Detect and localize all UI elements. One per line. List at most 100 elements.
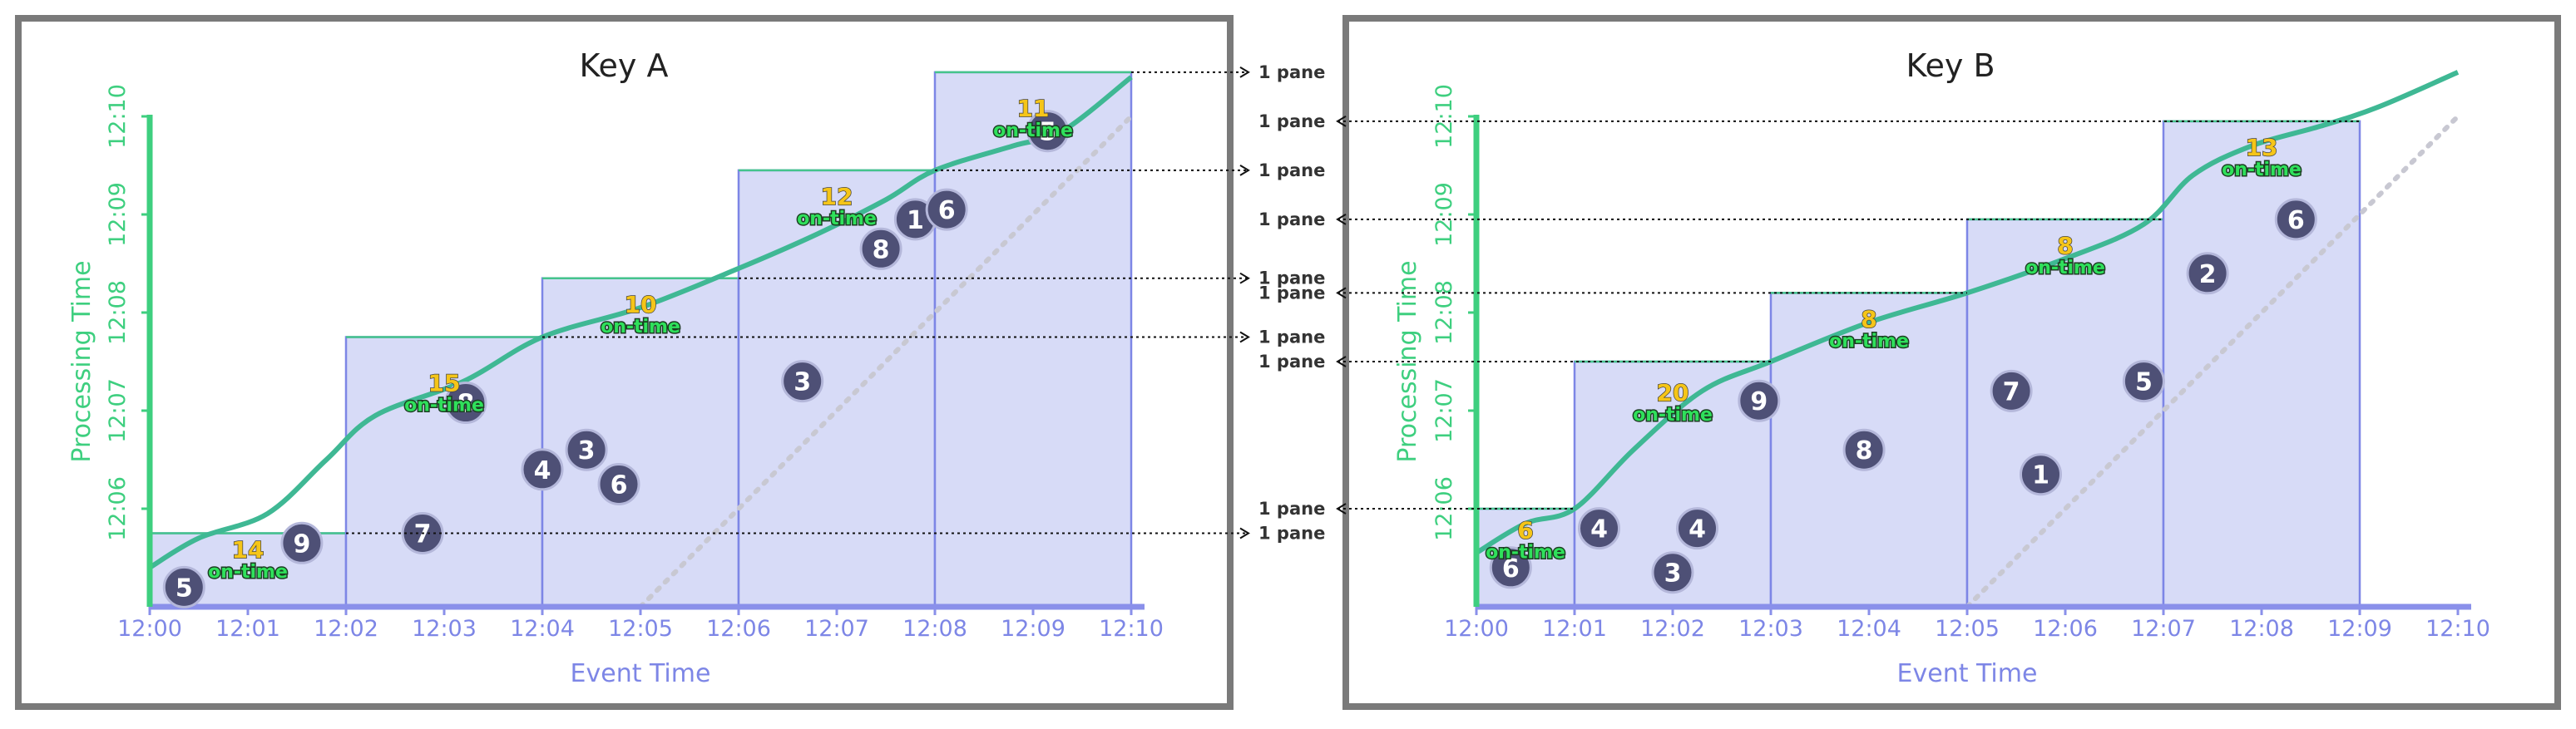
data-point: 1 <box>893 198 937 241</box>
data-point-label: 2 <box>2199 260 2217 289</box>
window-rect <box>933 71 1133 608</box>
data-point: 4 <box>1578 507 1620 550</box>
pane-count: 14 <box>232 536 265 564</box>
data-point: 5 <box>162 565 205 608</box>
x-tick-label: 12:06 <box>706 616 771 642</box>
data-point: 5 <box>1026 110 1070 153</box>
panel-key-b: Key B 12:00 12:01 12:02 12:03 12:04 12:05 12:0… <box>1342 15 2561 710</box>
data-point: 2 <box>2186 252 2229 295</box>
pane-emission: 1 pane <box>739 268 1325 288</box>
pane-emission: 1 pane <box>542 328 1325 347</box>
pane-count: 6 <box>1517 516 1533 544</box>
x-tick-label: 12:05 <box>608 616 673 642</box>
data-point-label: 3 <box>1664 559 1682 589</box>
ideal-watermark-line <box>638 114 1134 609</box>
x-tick-label: 12:04 <box>510 616 575 642</box>
y-tick-label: 12:09 <box>1431 182 1457 247</box>
pane-emission: 1 pane <box>1258 209 2163 229</box>
ideal-watermark-line <box>1965 114 2460 609</box>
data-point-circle <box>1990 369 2033 412</box>
y-axis-title: Processing Time <box>67 260 96 462</box>
pane-label: 1 pane <box>1258 352 1325 372</box>
x-tick-label: 12:10 <box>2425 616 2490 642</box>
x-tick-label: 12:00 <box>117 616 182 642</box>
pane-timing: on-time <box>404 395 484 416</box>
data-point: 1 <box>2020 453 2062 496</box>
y-tick-label: 12:08 <box>1431 280 1457 345</box>
pane-emission: 1 pane <box>1258 111 2360 131</box>
arrow-left-icon <box>1336 503 1347 515</box>
x-tick-label: 12:05 <box>1935 616 2000 642</box>
data-point-label: 5 <box>1039 118 1056 147</box>
data-point-circle <box>1651 551 1694 594</box>
data-point: 7 <box>1990 369 2033 412</box>
data-point-label: 9 <box>293 530 310 559</box>
pane-count: 11 <box>1017 95 1050 122</box>
x-tick-label: 12:08 <box>2229 616 2294 642</box>
pane-timing: on-time <box>208 562 288 583</box>
data-point: 8 <box>1842 428 1886 471</box>
pane-emission: 1 pane <box>1131 62 1325 82</box>
data-point-circle <box>1578 507 1620 550</box>
pane-label: 1 pane <box>1258 328 1325 347</box>
pane-timing: on-time <box>601 317 680 337</box>
x-tick-label: 12:03 <box>1738 616 1803 642</box>
x-tick-label: 12:01 <box>215 616 280 642</box>
arrow-right-icon <box>1239 272 1250 284</box>
y-tick-label: 12:10 <box>105 84 131 149</box>
x-tick-label: 12:02 <box>1640 616 1705 642</box>
data-point-circle <box>925 188 968 231</box>
data-point-circle <box>162 565 205 608</box>
data-point: 4 <box>521 448 564 491</box>
data-point: 6 <box>597 463 640 505</box>
pane-emission: 1 pane <box>346 524 1325 544</box>
data-point-circle <box>859 227 902 270</box>
data-point-label: 3 <box>794 368 811 397</box>
y-tick-label: 12:07 <box>1431 378 1457 443</box>
pane-label: 1 pane <box>1258 524 1325 544</box>
pane-count: 8 <box>1861 306 1876 333</box>
pane-count: 13 <box>2246 134 2278 161</box>
y-tick-label: 12:07 <box>105 378 131 443</box>
x-tick-label: 12:07 <box>2131 616 2196 642</box>
pane-count: 10 <box>625 291 657 318</box>
data-point-label: 9 <box>1750 387 1768 416</box>
pane-result: 8on-time <box>2025 231 2107 279</box>
data-point-label: 6 <box>2287 206 2305 235</box>
data-point-label: 7 <box>414 520 432 549</box>
data-point: 3 <box>781 360 824 403</box>
data-point-circle <box>1489 546 1532 589</box>
pane-timing: on-time <box>1486 542 1565 563</box>
panel-title: Key B <box>1906 47 1995 84</box>
data-point-circle <box>1842 428 1886 471</box>
panel-title: Key A <box>580 47 669 84</box>
pane-label: 1 pane <box>1258 499 1325 519</box>
data-point-circle <box>781 360 824 403</box>
x-tick-label: 12:03 <box>412 616 477 642</box>
x-tick-labels: 12:00 12:01 12:02 12:03 12:04 12:05 12:06 12:07… <box>117 607 1164 642</box>
y-tick-label: 12:08 <box>105 280 131 345</box>
panes-layer: 6on-time20on-time8on-time8on-time13on-ti… <box>1485 133 2303 564</box>
pane-timing: on-time <box>2222 160 2302 180</box>
pane-label: 1 pane <box>1258 268 1325 288</box>
arrow-right-icon <box>1239 331 1250 343</box>
data-point: 6 <box>925 188 968 231</box>
pane-emission: 1 pane <box>935 160 1325 180</box>
x-axis-title: Event Time <box>571 659 711 688</box>
data-point-circle <box>2186 252 2229 295</box>
data-point-label: 4 <box>534 456 551 485</box>
pane-label: 1 pane <box>1258 160 1325 180</box>
data-point-label: 3 <box>578 436 596 465</box>
x-tick-label: 12:09 <box>1001 616 1066 642</box>
data-point-label: 6 <box>938 196 956 225</box>
x-tick-label: 12:01 <box>1542 616 1607 642</box>
data-point-label: 7 <box>2003 377 2020 406</box>
data-point-label: 8 <box>457 390 475 419</box>
data-point: 5 <box>2122 360 2165 403</box>
data-point-label: 4 <box>1590 515 1608 544</box>
